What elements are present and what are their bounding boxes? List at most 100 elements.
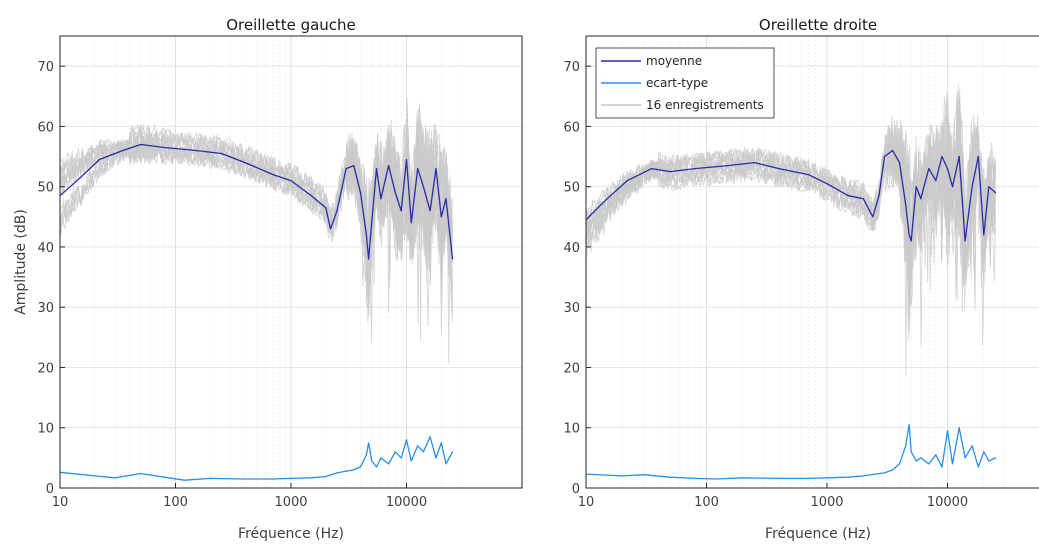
legend-label-recordings: 16 enregistrements xyxy=(646,98,764,112)
left-y-axis-label: Amplitude (dB) xyxy=(13,209,29,315)
left-std-point xyxy=(359,466,362,468)
right-mean-point xyxy=(920,198,922,200)
left-mean-point xyxy=(79,177,81,179)
right-mean-point xyxy=(935,180,937,182)
right-mean-point xyxy=(626,180,628,182)
left-std-point xyxy=(114,477,116,479)
left-std-point xyxy=(405,439,408,441)
left-std-point xyxy=(394,451,396,453)
left-mean-point xyxy=(365,234,367,236)
left-y-tick-label: 0 xyxy=(46,482,54,497)
left-plot-area xyxy=(60,36,522,488)
left-mean-point xyxy=(394,192,396,194)
left-x-axis-label: Fréquence (Hz) xyxy=(238,526,344,542)
left-std-point xyxy=(244,478,246,480)
left-y-tick-label: 60 xyxy=(37,120,54,135)
left-mean-point xyxy=(371,222,373,224)
left-std-point xyxy=(429,436,431,438)
left-mean-point xyxy=(195,149,197,152)
right-std-point xyxy=(951,463,954,465)
left-std-point xyxy=(451,451,454,453)
right-std-point xyxy=(898,463,901,465)
left-std-point xyxy=(209,477,211,479)
right-std-point xyxy=(669,476,671,478)
right-std-point xyxy=(892,469,894,471)
right-mean-point xyxy=(727,165,729,167)
right-mean-point xyxy=(941,155,943,158)
right-mean-point xyxy=(983,234,985,236)
right-std-point xyxy=(910,451,912,453)
left-std-point xyxy=(435,457,437,459)
right-mean-point xyxy=(807,174,809,176)
right-mean-point xyxy=(694,168,696,170)
recording-line xyxy=(586,111,996,375)
right-std-point xyxy=(908,424,910,426)
right-x-tick-label: 10000 xyxy=(927,495,968,510)
left-std-point xyxy=(440,442,442,444)
right-std-point xyxy=(847,476,849,478)
left-mean-point xyxy=(445,198,447,200)
left-mean-point xyxy=(368,258,370,260)
right-std-point xyxy=(883,472,886,474)
left-mean-point xyxy=(451,258,454,260)
right-std-point xyxy=(964,457,966,459)
left-std-point xyxy=(290,477,292,479)
right-mean-point xyxy=(971,186,973,188)
left-mean-point xyxy=(440,216,442,218)
left-mean-point xyxy=(98,158,101,161)
right-mean-point xyxy=(847,195,849,197)
left-std-point xyxy=(371,460,373,462)
left-std-point xyxy=(184,479,186,481)
right-plot-area xyxy=(586,36,1039,488)
left-chart-title: Oreillette gauche xyxy=(226,16,356,34)
right-std-point xyxy=(946,430,949,432)
right-mean-point xyxy=(915,186,917,188)
right-mean-point xyxy=(669,171,671,173)
left-mean-point xyxy=(435,168,437,170)
right-std-point xyxy=(915,460,917,462)
left-series-lines xyxy=(60,143,454,481)
recording-line xyxy=(586,95,996,300)
right-std-point xyxy=(862,475,864,477)
left-std-point xyxy=(445,463,447,465)
right-mean-point xyxy=(778,168,780,170)
right-std-point xyxy=(983,451,985,453)
right-mean-point xyxy=(892,149,894,152)
left-std-point xyxy=(410,460,412,462)
left-std-point xyxy=(380,457,382,459)
left-std-point xyxy=(353,469,355,471)
left-mean-point xyxy=(336,210,338,212)
right-mean-point xyxy=(872,216,874,218)
right-x-tick-label: 10 xyxy=(578,495,595,510)
right-mean-point xyxy=(988,186,990,188)
right-y-tick-label: 40 xyxy=(563,241,580,256)
right-std-point xyxy=(642,474,645,476)
right-y-tick-label: 10 xyxy=(563,422,580,437)
left-std-point xyxy=(400,457,402,459)
right-std-point xyxy=(778,477,780,479)
legend-label-mean: moyenne xyxy=(646,54,702,68)
legend: moyenne ecart-type 16 enregistrements xyxy=(595,47,775,119)
left-grid xyxy=(60,36,522,488)
right-std-point xyxy=(715,478,717,480)
right-y-tick-label: 30 xyxy=(563,301,580,316)
right-mean-point xyxy=(951,186,954,188)
right-panel: Oreillette droite 10 100 1000 1000001020304… xyxy=(563,16,1039,542)
left-y-tick-label: 70 xyxy=(37,60,54,75)
left-mean-point xyxy=(244,162,246,164)
right-mean-point xyxy=(606,198,608,200)
left-y-tick-label: 10 xyxy=(37,422,54,437)
right-mean-point xyxy=(862,198,864,200)
right-x-tick-label: 1000 xyxy=(810,495,843,510)
right-chart-title: Oreillette droite xyxy=(759,16,877,34)
right-std-point xyxy=(826,477,828,479)
left-std-point xyxy=(163,476,165,478)
left-std-point xyxy=(272,478,274,480)
legend-label-std: ecart-type xyxy=(646,76,708,90)
right-y-tick-label: 50 xyxy=(563,181,580,196)
right-std-point xyxy=(988,460,990,462)
left-std-point xyxy=(94,475,96,477)
left-y-tick-label: 20 xyxy=(37,361,54,376)
